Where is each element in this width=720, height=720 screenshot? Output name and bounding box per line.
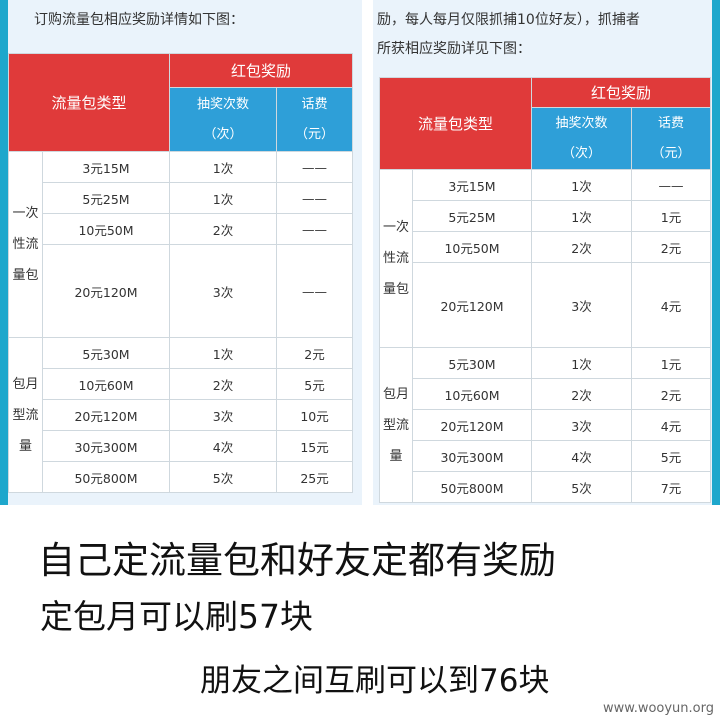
cell-fee: —— [276,182,354,214]
cell-draws: 1次 [531,169,633,201]
right-edge-rail [712,0,720,505]
cell-package: 3元15M [411,169,533,201]
header-draws-label: 抽奖次数 [197,96,250,112]
right-reward-table: 流量包类型 红包奖励 抽奖次数 （次） 话费 （元） 一次性流量包 3元15M … [378,77,712,503]
cell-fee: 25元 [276,461,354,493]
header-draws-unit: （次） [203,126,243,142]
cell-package: 5元30M [41,337,171,369]
cell-fee: —— [276,213,354,245]
left-heading: 订购流量包相应奖励详情如下图： [34,12,244,28]
cell-fee: 4元 [631,262,712,348]
cell-package: 10元60M [411,378,533,410]
cell-package: 5元25M [411,200,533,232]
header-draws: 抽奖次数 （次） [169,87,278,152]
left-edge-rail [0,0,8,505]
cell-fee: 7元 [631,471,712,503]
right-heading-line1: 励，每人每月仅限抓捕10位好友），抓捕者 [377,12,640,28]
header-fee-unit: （元） [651,145,691,161]
header-draws-label: 抽奖次数 [555,115,608,131]
cell-package: 50元800M [41,461,171,493]
cell-package: 20元120M [41,399,171,431]
cell-fee: —— [631,169,712,201]
cell-package: 30元300M [411,440,533,472]
cell-draws: 2次 [169,368,278,400]
left-reward-table: 流量包类型 红包奖励 抽奖次数 （次） 话费 （元） 一次性流量包 3元15M … [7,53,354,493]
cell-package: 3元15M [41,151,171,183]
cell-fee: 2元 [631,378,712,410]
cell-package: 5元25M [41,182,171,214]
cell-draws: 2次 [531,378,633,410]
caption-line1: 自己定流量包和好友定都有奖励 [38,539,556,582]
cell-draws: 1次 [169,337,278,369]
cell-package: 10元50M [411,231,533,263]
cell-draws: 3次 [169,399,278,431]
header-fee-label: 话费 [301,96,328,112]
cell-draws: 3次 [531,262,633,348]
group-label-once: 一次性流量包 [379,169,413,348]
cell-draws: 1次 [169,151,278,183]
cell-package: 20元120M [411,262,533,348]
header-draws: 抽奖次数 （次） [531,107,633,170]
cell-fee: 2元 [631,231,712,263]
header-reward: 红包奖励 [169,53,354,88]
cell-draws: 3次 [531,409,633,441]
cell-draws: 5次 [169,461,278,493]
header-package-type: 流量包类型 [378,77,533,170]
cell-fee: 1元 [631,200,712,232]
cell-package: 10元50M [41,213,171,245]
right-screenshot: 励，每人每月仅限抓捕10位好友），抓捕者 所获相应奖励详见下图： 流量包类型 红… [373,0,720,505]
caption-line3: 朋友之间互刷可以到76块 [200,663,550,699]
cell-package: 5元30M [411,347,533,379]
cell-fee: —— [276,244,354,338]
cell-fee: 10元 [276,399,354,431]
cell-draws: 1次 [169,182,278,214]
cell-draws: 3次 [169,244,278,338]
cell-package: 10元60M [41,368,171,400]
cell-draws: 4次 [531,440,633,472]
cell-draws: 2次 [531,231,633,263]
group-label-monthly: 包月型流量 [8,337,43,493]
cell-draws: 2次 [169,213,278,245]
group-label-once: 一次性流量包 [8,151,43,338]
header-package-type: 流量包类型 [7,53,171,152]
header-fee-label: 话费 [658,115,685,131]
cell-package: 20元120M [41,244,171,338]
cell-fee: 5元 [631,440,712,472]
cell-draws: 5次 [531,471,633,503]
left-screenshot: 订购流量包相应奖励详情如下图： 流量包类型 红包奖励 抽奖次数 （次） 话费 （… [0,0,362,505]
header-reward: 红包奖励 [531,77,712,108]
cell-fee: 15元 [276,430,354,462]
header-fee: 话费 （元） [276,87,354,152]
cell-fee: 2元 [276,337,354,369]
cell-draws: 1次 [531,200,633,232]
cell-fee: —— [276,151,354,183]
cell-draws: 1次 [531,347,633,379]
cell-package: 30元300M [41,430,171,462]
cell-package: 20元120M [411,409,533,441]
cell-fee: 4元 [631,409,712,441]
panel-separator [362,0,373,505]
caption-line2: 定包月可以刷57块 [40,597,313,636]
cell-fee: 1元 [631,347,712,379]
header-draws-unit: （次） [562,145,602,161]
watermark: www.wooyun.org [602,701,714,716]
header-fee: 话费 （元） [631,107,712,170]
cell-draws: 4次 [169,430,278,462]
group-label-monthly: 包月型流量 [379,347,413,503]
cell-package: 50元800M [411,471,533,503]
header-fee-unit: （元） [295,126,335,142]
cell-fee: 5元 [276,368,354,400]
right-heading-line2: 所获相应奖励详见下图： [377,41,531,57]
